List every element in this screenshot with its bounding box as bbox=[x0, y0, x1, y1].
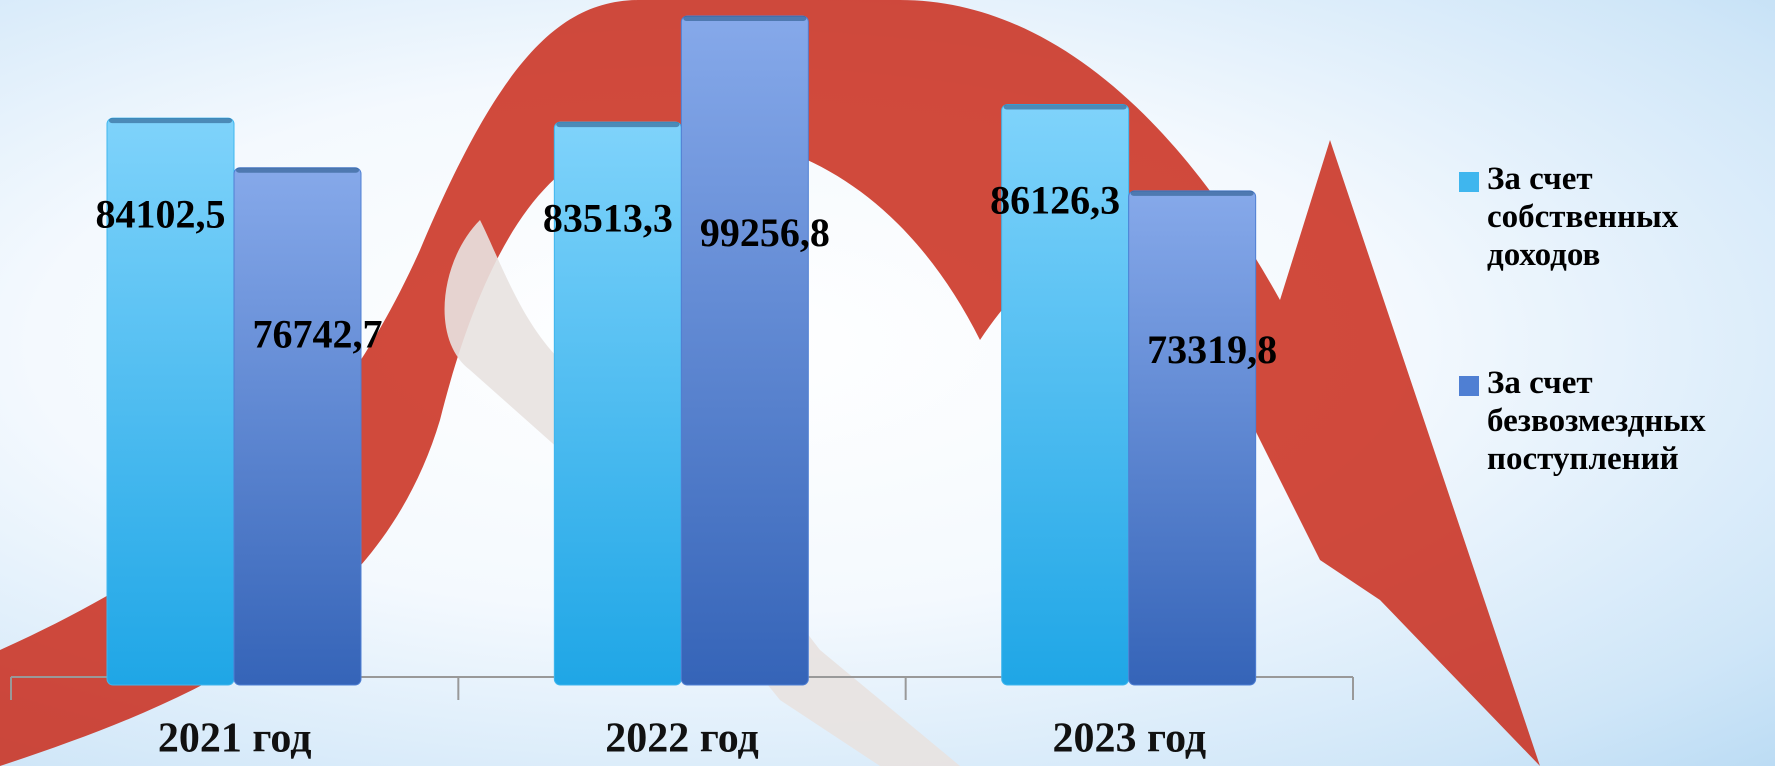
bar-top bbox=[236, 167, 359, 173]
legend-label: За счет безвозмездных поступлений bbox=[1487, 365, 1706, 477]
legend-item: За счет безвозмездных поступлений bbox=[1455, 364, 1770, 478]
decor-figure bbox=[444, 220, 960, 766]
bar-top bbox=[109, 118, 232, 124]
legend-swatch bbox=[1459, 376, 1479, 396]
x-tick-label: 2023 год bbox=[1053, 716, 1207, 762]
value-label: 83513,3 bbox=[543, 195, 673, 240]
value-label: 73319,8 bbox=[1147, 327, 1277, 372]
bar-top bbox=[1130, 190, 1254, 196]
legend-label: За счет собственных доходов bbox=[1487, 161, 1679, 273]
value-label: 86126,3 bbox=[990, 178, 1120, 223]
bar bbox=[680, 15, 809, 686]
x-tick-label: 2021 год bbox=[158, 716, 312, 762]
legend: За счет собственных доходов За счет безво… bbox=[1455, 160, 1770, 568]
bar-top bbox=[1003, 104, 1127, 110]
legend-swatch bbox=[1459, 172, 1479, 192]
bar bbox=[1128, 190, 1257, 686]
bar bbox=[233, 167, 362, 686]
value-label: 76742,7 bbox=[253, 312, 383, 357]
value-label: 84102,5 bbox=[96, 191, 226, 236]
bar-top bbox=[683, 16, 807, 21]
value-label: 99256,8 bbox=[700, 210, 830, 255]
bar-top bbox=[556, 122, 680, 128]
x-tick-label: 2022 год bbox=[605, 716, 759, 762]
legend-item: За счет собственных доходов bbox=[1455, 160, 1770, 274]
